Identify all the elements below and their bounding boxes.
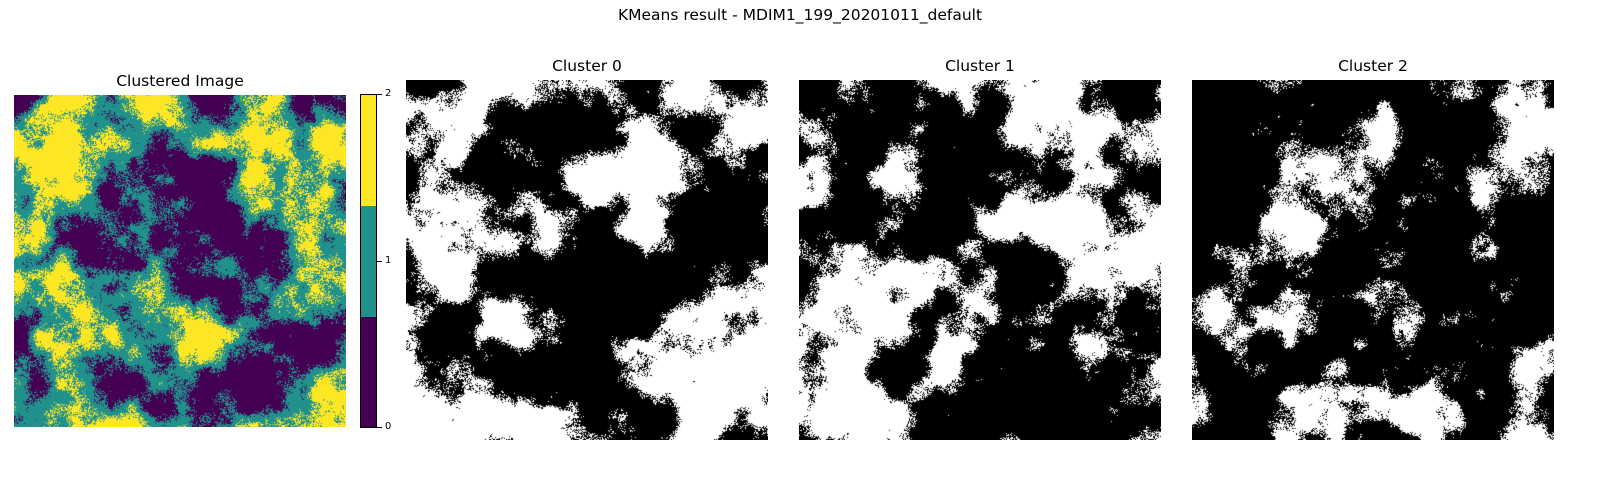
cluster-0-title: Cluster 0 [552,57,622,75]
colorbar-tick-label-1: 1 [385,255,392,266]
cluster-0-canvas [406,80,768,440]
colorbar [360,94,377,428]
clustered-image-title: Clustered Image [116,72,244,90]
clustered-image-heatmap [14,95,346,427]
cluster-1-canvas [799,80,1161,440]
colorbar-tick-label-0: 0 [385,421,392,432]
colorbar-segment-1 [361,206,376,317]
colorbar-segment-2 [361,95,376,206]
cluster-1-title: Cluster 1 [945,57,1015,75]
colorbar-tick-label-2: 2 [385,88,392,99]
colorbar-tick-1 [377,261,382,262]
cluster-2-title: Cluster 2 [1338,57,1408,75]
cluster-2-canvas [1192,80,1554,440]
colorbar-segment-0 [361,317,376,427]
figure-title: KMeans result - MDIM1_199_20201011_defau… [617,6,983,24]
colorbar-tick-0 [377,427,382,428]
cluster-2-mask [1192,80,1554,440]
cluster-0-mask [406,80,768,440]
cluster-1-mask [799,80,1161,440]
colorbar-tick-2 [377,94,382,95]
clustered-image-canvas [14,95,346,427]
